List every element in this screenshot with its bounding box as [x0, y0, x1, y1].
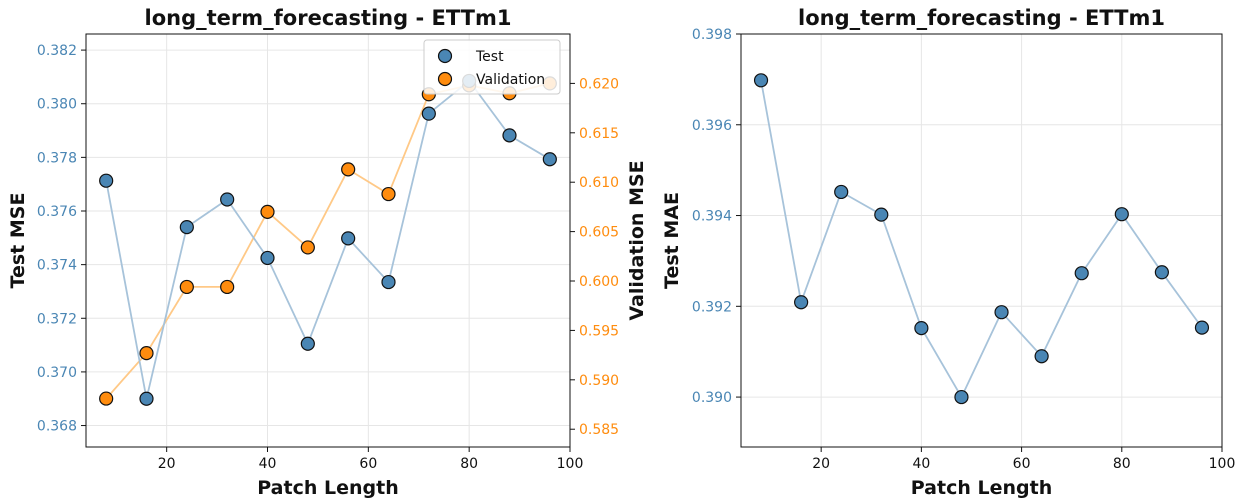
- y-right-tick-label: 0.590: [579, 373, 619, 389]
- mae-point: [1034, 349, 1049, 364]
- validation-point: [179, 279, 194, 295]
- y-tick-label: 0.372: [37, 311, 77, 327]
- test-point: [260, 250, 275, 266]
- test-point: [502, 128, 517, 143]
- left-plot-frame: [85, 33, 571, 448]
- y-right-tick-label: 0.600: [579, 274, 619, 290]
- mae-series-points: [753, 73, 1210, 405]
- mae-series-line: [760, 80, 1203, 400]
- validation-point: [220, 279, 235, 295]
- y-right-tick-label: 0.620: [579, 76, 619, 92]
- y-tick-label: 0.392: [692, 299, 732, 315]
- left-right-y-ticks: 0.585 0.590 0.595 0.600 0.605 0.610 0.615 0.620: [570, 76, 619, 438]
- test-point: [99, 173, 114, 188]
- y-right-tick-label: 0.615: [579, 126, 619, 142]
- test-point: [179, 219, 194, 235]
- mae-point: [1114, 207, 1129, 222]
- x-tick-label: 80: [460, 456, 478, 472]
- y-tick-label: 0.380: [37, 97, 77, 113]
- test-series-points: [99, 73, 557, 406]
- y-right-tick-label: 0.610: [579, 175, 619, 191]
- validation-point: [341, 162, 356, 177]
- validation-point: [381, 186, 396, 202]
- left-x-axis-label: Patch Length: [257, 477, 398, 499]
- mae-point: [834, 184, 849, 200]
- x-tick-label: 20: [812, 456, 830, 472]
- mae-line-path: [760, 80, 1203, 400]
- validation-series-line: [105, 82, 551, 400]
- x-tick-label: 60: [359, 456, 377, 472]
- right-x-axis-label: Patch Length: [911, 477, 1052, 499]
- y-tick-label: 0.368: [37, 419, 77, 435]
- x-tick-label: 40: [259, 456, 277, 472]
- validation-point: [139, 346, 154, 361]
- y-right-tick-label: 0.605: [579, 225, 619, 241]
- mae-point: [753, 73, 769, 88]
- test-point: [220, 192, 235, 207]
- validation-point: [300, 240, 315, 255]
- mae-point: [954, 389, 969, 405]
- x-tick-label: 100: [557, 456, 584, 472]
- y-tick-label: 0.382: [37, 43, 77, 59]
- validation-point: [260, 204, 275, 219]
- test-point: [542, 152, 557, 167]
- right-y-axis-label: Validation MSE: [626, 160, 648, 320]
- y-right-tick-label: 0.595: [579, 323, 619, 339]
- chart-left: 20 40 60 80 100 0.3680.3700.3720.3740.3760.3…: [7, 6, 648, 499]
- test-point: [341, 231, 356, 246]
- test-line-path: [105, 79, 551, 399]
- left-y-ticks: 0.368 0.370 0.372 0.374 0.376 0.378 0.380 0.382: [37, 43, 86, 435]
- legend: Test Validation: [423, 39, 561, 95]
- mae-point: [914, 320, 929, 336]
- x-tick-label: 20: [158, 456, 176, 472]
- legend-validation-marker: [437, 71, 453, 87]
- y-tick-label: 0.370: [37, 365, 77, 381]
- right-plot-frame: [740, 33, 1223, 448]
- right-panel-y-axis-label: Test MAE: [661, 192, 683, 289]
- validation-line-path: [105, 82, 551, 400]
- validation-series-points: [99, 76, 557, 406]
- y-tick-label: 0.394: [692, 209, 732, 225]
- y-tick-label: 0.398: [692, 27, 732, 43]
- y-tick-label: 0.378: [37, 150, 77, 166]
- y-tick-label: 0.376: [37, 204, 77, 220]
- x-tick-label: 40: [912, 456, 930, 472]
- right-y-ticks: 0.390 0.392 0.394 0.396 0.398: [692, 27, 741, 406]
- test-point: [300, 336, 315, 351]
- mae-point: [874, 207, 889, 222]
- right-chart-title: long_term_forecasting - ETTm1: [798, 6, 1165, 30]
- mae-point: [1154, 265, 1169, 280]
- x-tick-label: 100: [1209, 456, 1236, 472]
- legend-validation-label: Validation: [476, 72, 545, 88]
- test-point: [381, 274, 396, 290]
- left-x-ticks: 20 40 60 80 100: [158, 447, 584, 472]
- right-x-ticks: 20 40 60 80 100: [812, 447, 1235, 472]
- legend-box: [423, 39, 561, 95]
- legend-test-label: Test: [475, 49, 504, 65]
- test-point: [421, 106, 436, 121]
- mae-point: [1194, 320, 1210, 335]
- y-tick-label: 0.374: [37, 258, 77, 274]
- left-chart-title: long_term_forecasting - ETTm1: [145, 6, 512, 30]
- legend-test-marker: [437, 48, 453, 64]
- chart-right: 20 40 60 80 100 0.390 0.392 0.394 0.396 0.398 lo…: [661, 6, 1235, 499]
- left-y-axis-label: Test MSE: [7, 193, 29, 289]
- test-series-line: [105, 79, 551, 399]
- y-tick-label: 0.390: [692, 390, 732, 406]
- x-tick-label: 60: [1013, 456, 1031, 472]
- test-point: [139, 391, 154, 406]
- left-gridlines: [86, 34, 571, 447]
- x-tick-label: 80: [1113, 456, 1131, 472]
- validation-point: [99, 391, 114, 406]
- y-right-tick-label: 0.585: [579, 422, 619, 438]
- mae-point: [1074, 266, 1089, 281]
- y-tick-label: 0.396: [692, 118, 732, 134]
- right-gridlines: [741, 33, 1223, 447]
- mae-point: [794, 295, 809, 310]
- mae-point: [994, 305, 1009, 320]
